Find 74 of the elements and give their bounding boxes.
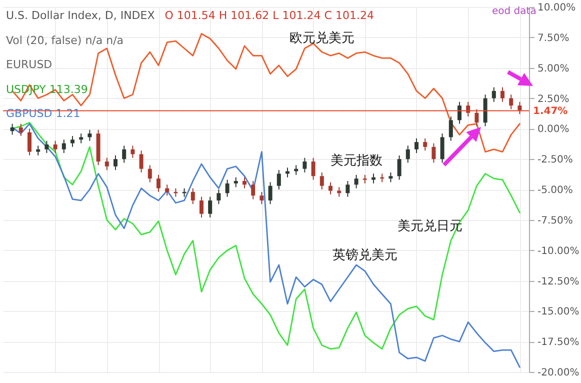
y-tick-label: -15.00%	[538, 306, 580, 318]
candlestick	[423, 138, 428, 152]
y-tick-label: 10.00%	[538, 2, 576, 14]
candlestick	[114, 154, 118, 171]
y-tick-label: 2.50%	[538, 94, 570, 105]
y-tick-label: -7.50%	[538, 215, 573, 226]
candlestick	[79, 133, 84, 144]
candlestick	[225, 179, 230, 198]
candlestick	[156, 174, 160, 192]
candlestick	[88, 129, 92, 142]
y-tick-label: 5.00%	[538, 63, 570, 74]
candlestick	[440, 133, 444, 164]
candlestick	[44, 140, 49, 154]
candlestick	[518, 101, 522, 115]
candlestick	[406, 145, 410, 164]
candlestick	[397, 154, 402, 180]
candlestick	[165, 184, 170, 196]
annotation: eod data	[492, 6, 536, 17]
series-label: 英镑兑美元	[332, 247, 398, 264]
y-tick-label: -20.00%	[538, 368, 580, 378]
candlestick	[320, 172, 324, 190]
y-tick-label: -17.50%	[538, 337, 580, 348]
candlestick	[354, 174, 358, 189]
candlestick	[260, 191, 264, 205]
candlestick	[276, 170, 281, 190]
candlestick	[208, 196, 212, 218]
candlestick	[122, 145, 126, 164]
y-tick-label: 0.00%	[538, 124, 570, 136]
y-tick-label: -2.50%	[538, 154, 573, 166]
annotation: Vol (20, false) n/a n/a	[6, 34, 124, 46]
candlestick	[10, 123, 14, 136]
candlestick	[104, 157, 109, 171]
candlestick	[148, 164, 152, 183]
candlestick	[62, 139, 66, 154]
candlestick	[36, 145, 40, 156]
y-tick-label: 7.50%	[538, 32, 570, 44]
candlestick	[328, 182, 332, 195]
candlestick	[28, 128, 32, 156]
candlestick	[492, 86, 496, 102]
candlestick	[388, 172, 393, 183]
series-label: 欧元兑美元	[289, 30, 354, 46]
candlestick	[251, 180, 256, 200]
candlestick	[346, 180, 350, 198]
candlestick	[500, 86, 504, 102]
annotation: EURUSD	[6, 58, 52, 71]
series-label: 美元指数	[330, 152, 382, 169]
candlestick	[414, 138, 418, 154]
y-tick-label: -10.00%	[538, 246, 580, 257]
candlestick	[130, 145, 135, 158]
candlestick	[311, 157, 316, 180]
candlestick	[234, 176, 238, 188]
candlestick	[216, 189, 221, 205]
annotation: O 101.54 H 101.62 L 101.24 C 101.24	[164, 9, 374, 22]
candlestick	[372, 173, 376, 184]
candlestick	[190, 188, 195, 205]
candlestick	[242, 176, 246, 189]
candlestick	[432, 142, 436, 164]
y-tick-label: -5.00%	[538, 185, 573, 196]
y-tick-label: -12.50%	[538, 276, 580, 288]
candlestick	[294, 164, 298, 176]
candlestick	[139, 150, 144, 173]
candlestick	[200, 196, 204, 218]
candlestick	[53, 140, 58, 154]
candlestick	[337, 186, 342, 198]
chart-title: U.S. Dollar Index, D, INDEX	[6, 9, 155, 22]
ref-line-label: 1.47%	[533, 106, 568, 117]
candlestick	[70, 135, 74, 148]
candlestick	[268, 182, 272, 205]
candlestick	[458, 101, 462, 124]
candlestick	[448, 116, 453, 142]
candlestick	[474, 108, 479, 127]
candlestick	[509, 94, 514, 110]
candlestick	[302, 157, 307, 173]
candlestick	[18, 123, 23, 136]
